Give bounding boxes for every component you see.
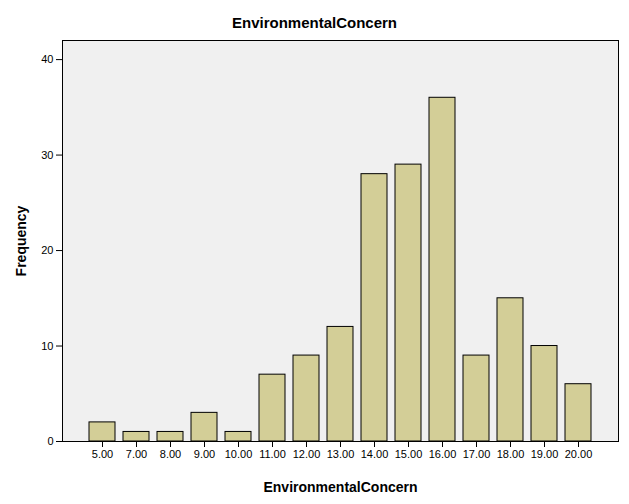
html-text:EnvironmentalConcern: EnvironmentalConcern	[232, 14, 397, 31]
svg-text:19.00: 19.00	[531, 448, 559, 460]
svg-text:15.00: 15.00	[395, 448, 423, 460]
svg-text:30: 30	[41, 149, 53, 161]
svg-text:9.00: 9.00	[194, 448, 215, 460]
svg-text:5.00: 5.00	[92, 448, 113, 460]
svg-text:10: 10	[41, 340, 53, 352]
svg-text:11.00: 11.00	[259, 448, 286, 460]
svg-text:10.00: 10.00	[225, 448, 253, 460]
svg-text:8.00: 8.00	[160, 448, 181, 460]
svg-text:Frequency: Frequency	[13, 205, 29, 276]
svg-text:14.00: 14.00	[361, 448, 389, 460]
svg-text:12.00: 12.00	[293, 448, 321, 460]
svg-text:20.00: 20.00	[565, 448, 593, 460]
svg-text:40: 40	[41, 53, 53, 65]
svg-text:16.00: 16.00	[429, 448, 457, 460]
svg-text:17.00: 17.00	[463, 448, 491, 460]
svg-text:13.00: 13.00	[327, 448, 355, 460]
svg-text:7.00: 7.00	[126, 448, 147, 460]
svg-text:20: 20	[41, 244, 53, 256]
svg-text:18.00: 18.00	[497, 448, 525, 460]
svg-text:0: 0	[47, 435, 53, 447]
svg-text:EnvironmentalConcern: EnvironmentalConcern	[263, 479, 417, 495]
